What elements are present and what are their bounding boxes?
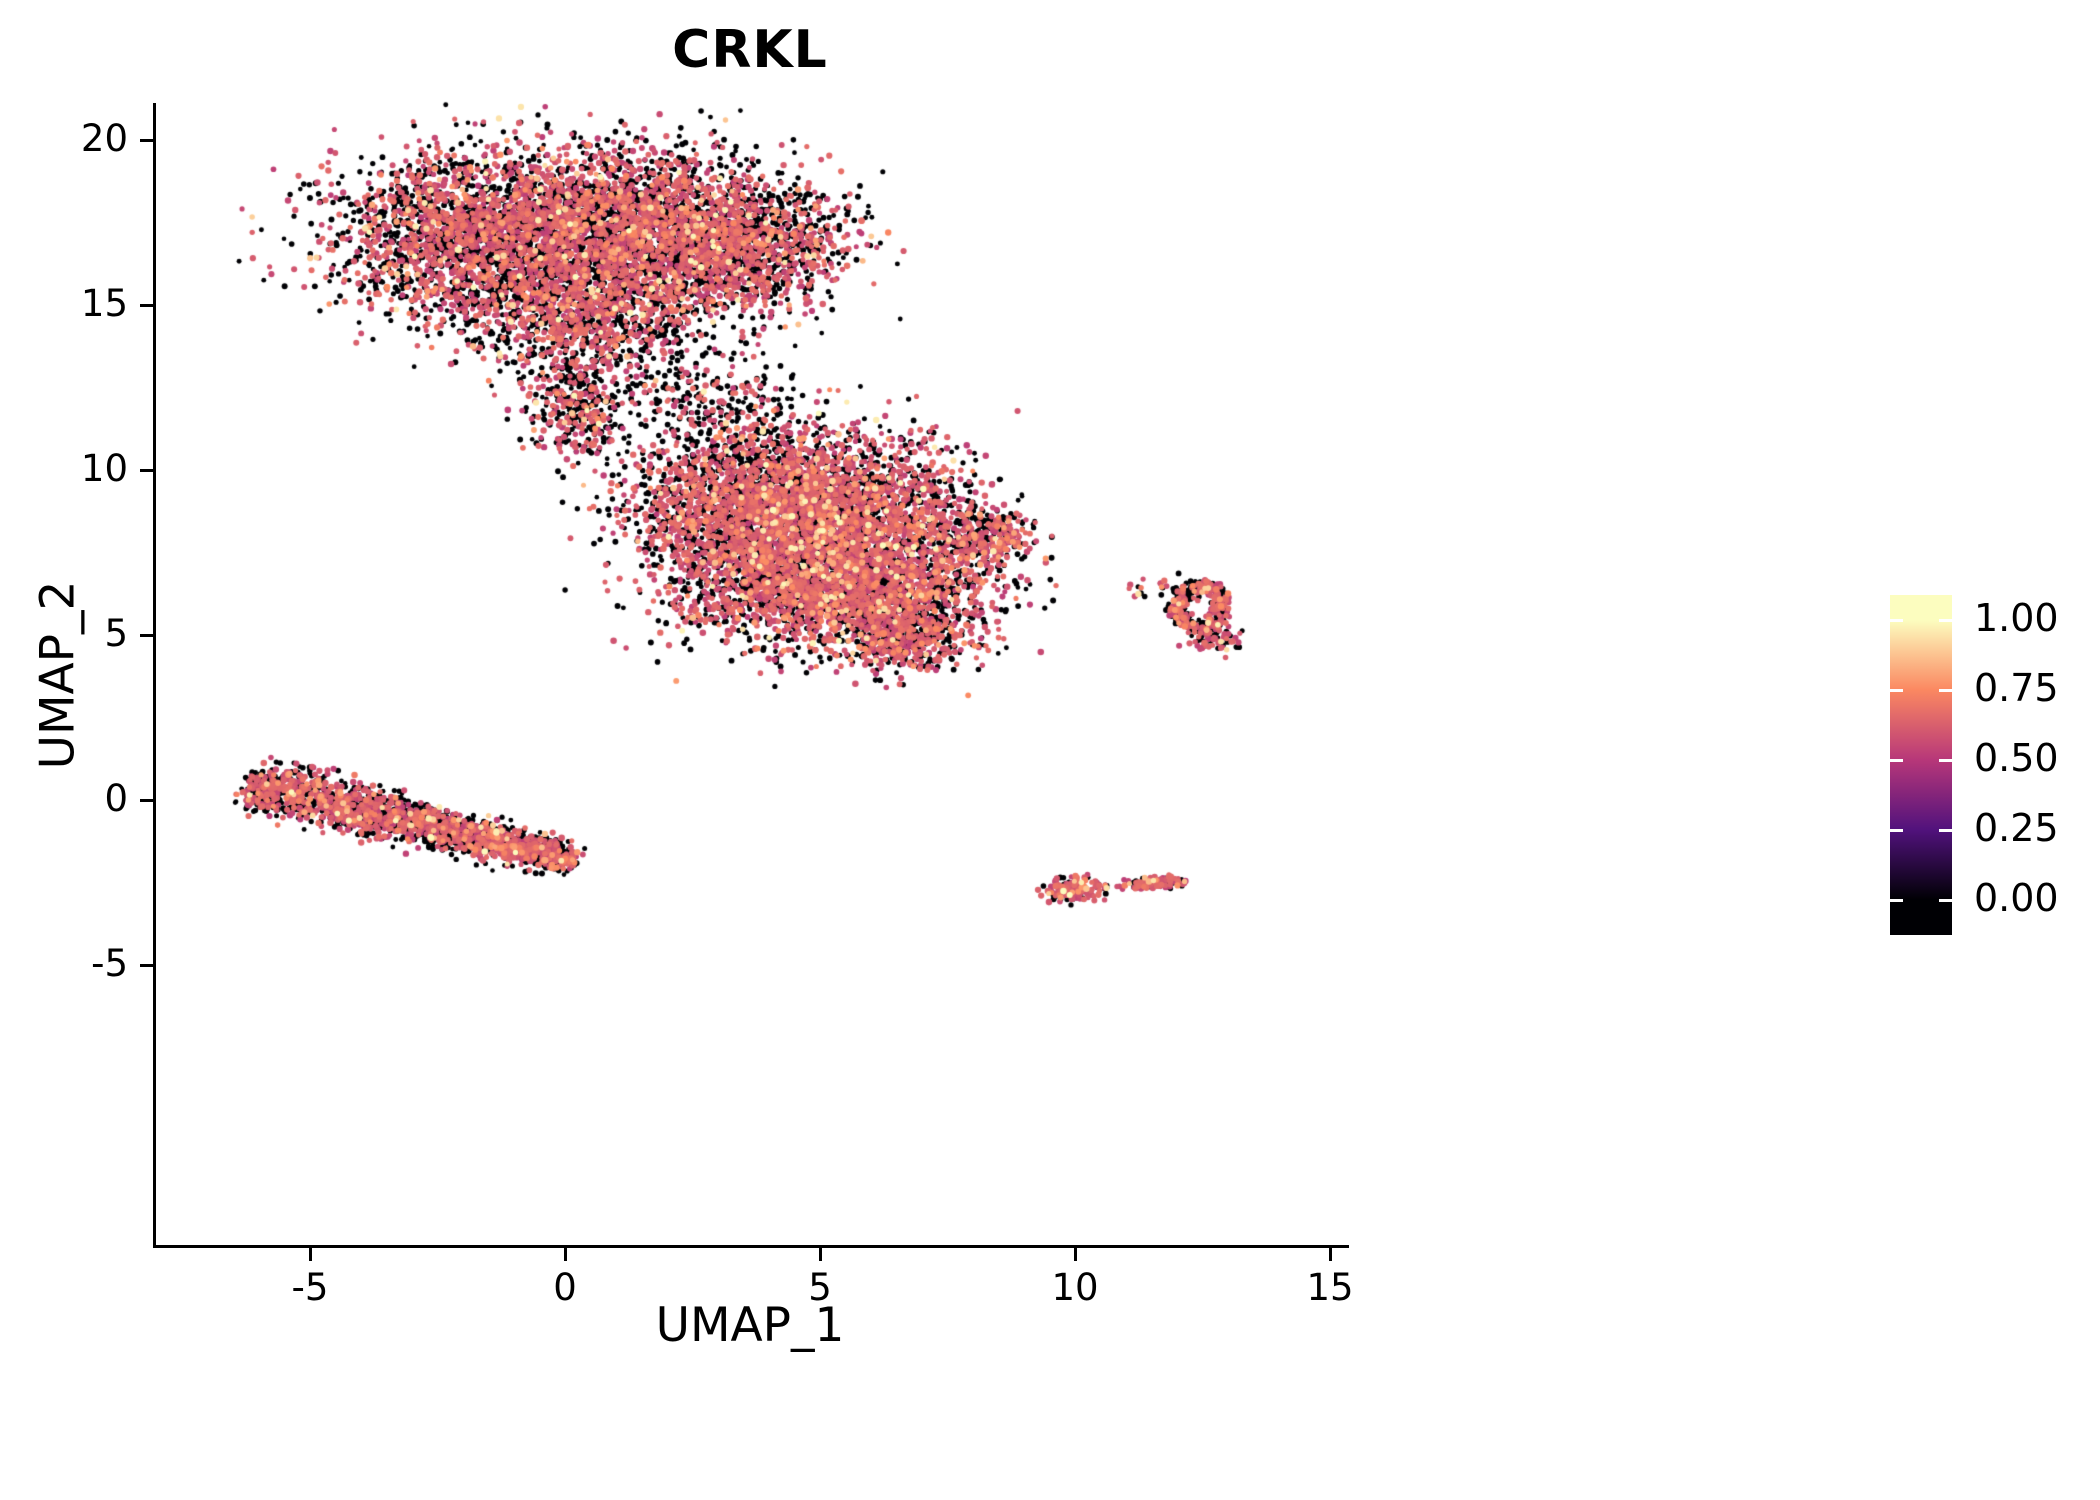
- colorbar-tick-mark: [1939, 759, 1952, 762]
- colorbar-gradient: [1890, 595, 1952, 935]
- y-tick-label: 0: [104, 777, 128, 820]
- y-tick-mark: [140, 469, 153, 472]
- colorbar-tick-label: 0.25: [1974, 806, 2059, 850]
- x-tick-mark: [564, 1248, 567, 1261]
- x-tick-mark: [1074, 1248, 1077, 1261]
- colorbar-tick-mark: [1939, 829, 1952, 832]
- colorbar-tick-mark: [1890, 759, 1903, 762]
- x-axis-title: UMAP_1: [655, 1298, 845, 1353]
- plot-title: CRKL: [672, 20, 828, 80]
- y-tick-mark: [140, 799, 153, 802]
- colorbar-tick-label: 0.00: [1974, 876, 2059, 920]
- y-tick-label: 20: [80, 117, 128, 160]
- colorbar-tick-mark: [1890, 829, 1903, 832]
- x-tick-label: 10: [1051, 1266, 1099, 1309]
- colorbar-tick-mark: [1939, 899, 1952, 902]
- y-tick-label: 15: [80, 282, 128, 325]
- y-tick-mark: [140, 634, 153, 637]
- colorbar-tick-label: 0.75: [1974, 666, 2059, 710]
- colorbar-tick-mark: [1939, 689, 1952, 692]
- x-tick-mark: [819, 1248, 822, 1261]
- y-tick-label: -5: [91, 942, 128, 985]
- colorbar-tick-mark: [1939, 619, 1952, 622]
- x-tick-label: 0: [553, 1266, 577, 1309]
- y-tick-label: 5: [104, 612, 128, 655]
- x-tick-label: 15: [1306, 1266, 1354, 1309]
- x-tick-label: -5: [291, 1266, 329, 1309]
- colorbar-tick-mark: [1890, 689, 1903, 692]
- x-tick-label: 5: [808, 1266, 832, 1309]
- colorbar-tick-label: 0.50: [1974, 736, 2059, 780]
- y-axis-line: [153, 103, 156, 1248]
- colorbar-tick-mark: [1890, 899, 1903, 902]
- y-tick-mark: [140, 139, 153, 142]
- colorbar-tick-label: 1.00: [1974, 596, 2059, 640]
- y-tick-mark: [140, 304, 153, 307]
- x-axis-line: [153, 1245, 1349, 1248]
- y-tick-label: 10: [80, 447, 128, 490]
- x-tick-mark: [309, 1248, 312, 1261]
- y-tick-mark: [140, 964, 153, 967]
- colorbar-tick-mark: [1890, 619, 1903, 622]
- x-tick-mark: [1329, 1248, 1332, 1261]
- y-axis-title: UMAP_2: [30, 580, 86, 770]
